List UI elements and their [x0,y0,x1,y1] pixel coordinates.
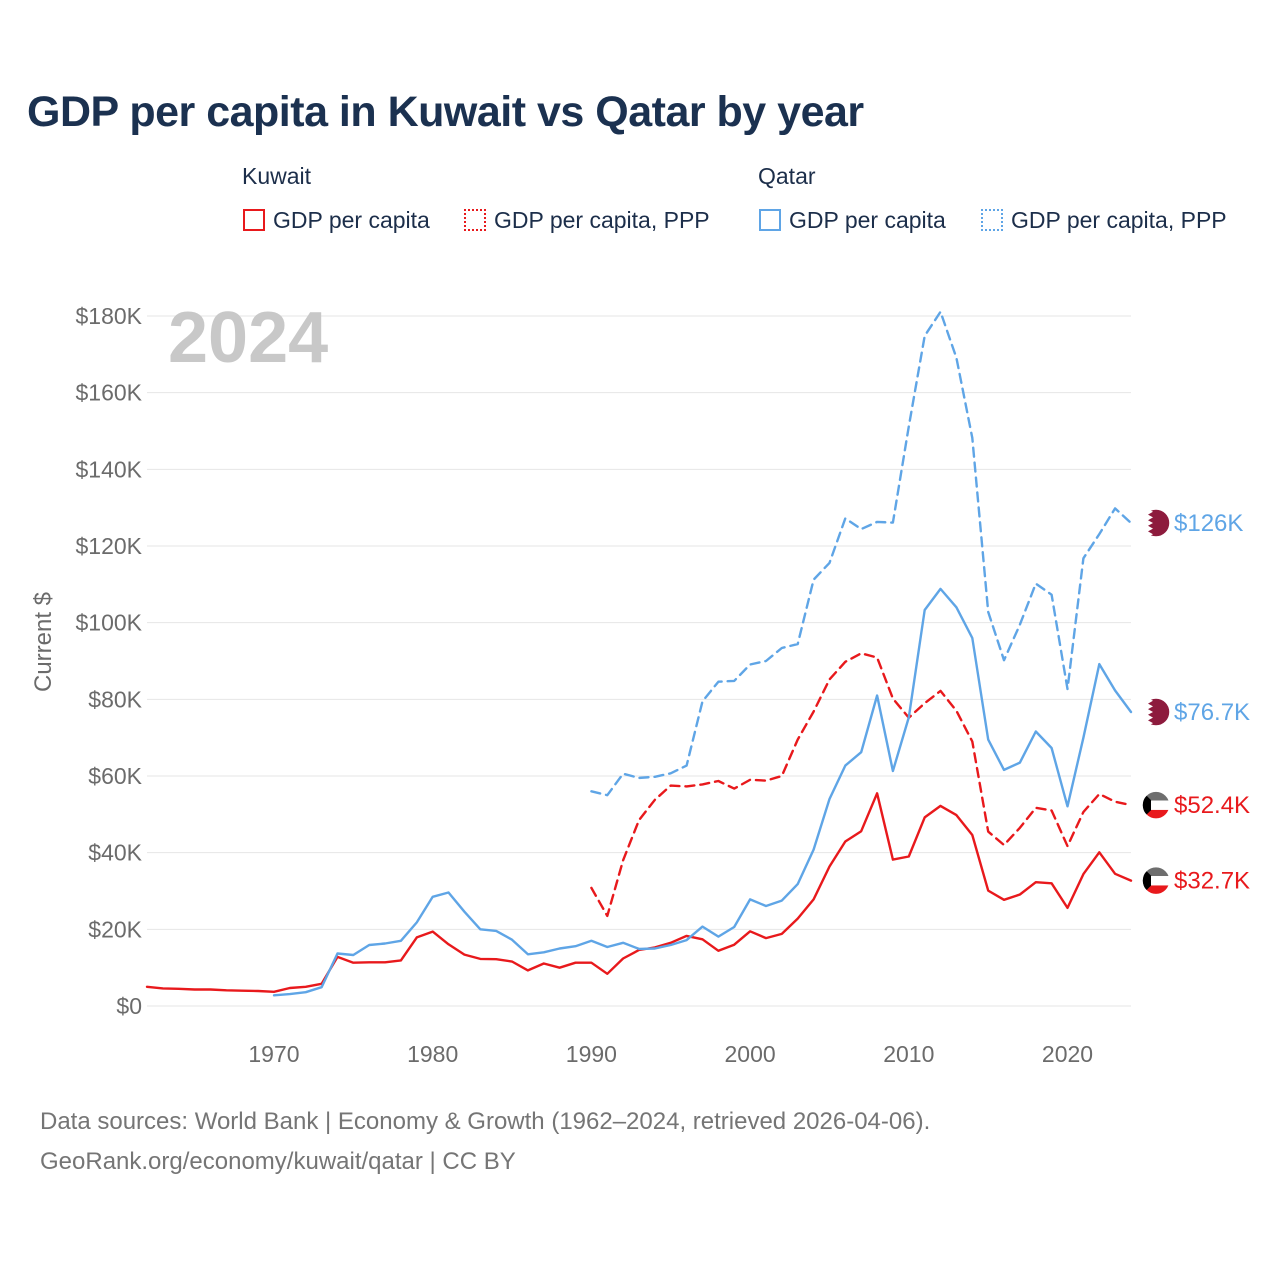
y-tick-label: $180K [75,303,142,329]
legend-swatch-qatar-dashed [981,209,1003,231]
chart-title: GDP per capita in Kuwait vs Qatar by yea… [27,88,864,136]
legend-label-kuwait-gdp: GDP per capita [273,206,430,233]
legend-item-kuwait-ppp[interactable]: GDP per capita, PPP [464,204,710,236]
series-line-kuwait-solid [145,792,1133,993]
x-tick-label: 1970 [248,1041,299,1067]
end-value-label-kuwait-dashed: $52.4K [1174,792,1250,819]
y-axis-title: Current $ [30,592,57,692]
y-tick-label: $100K [75,610,142,636]
legend-label-qatar-gdp: GDP per capita [789,206,946,233]
x-tick-label: 1980 [407,1041,458,1067]
series-line-kuwait-dashed [590,652,1133,918]
end-value-label-qatar-dashed: $126K [1174,510,1243,537]
legend-item-kuwait-gdp[interactable]: GDP per capita [243,204,430,236]
kuwait-flag-icon [1141,865,1171,896]
end-value-label-qatar-solid: $76.7K [1174,699,1250,726]
legend-label-qatar-ppp: GDP per capita, PPP [1011,206,1227,233]
legend-group-kuwait: Kuwait [242,163,312,189]
y-tick-label: $0 [116,993,142,1019]
legend-item-qatar-gdp[interactable]: GDP per capita [759,204,946,236]
y-tick-label: $20K [88,916,142,942]
legend-swatch-kuwait-solid [243,209,265,231]
y-tick-label: $80K [88,686,142,712]
kuwait-flag-icon [1141,790,1171,820]
footer-attribution: GeoRank.org/economy/kuwait/qatar | CC BY [40,1148,516,1175]
legend-item-qatar-ppp[interactable]: GDP per capita, PPP [981,204,1227,236]
y-tick-label: $160K [75,380,142,406]
legend-swatch-qatar-solid [759,209,781,231]
qatar-flag-icon [1141,508,1171,538]
x-tick-label: 2020 [1042,1041,1093,1067]
x-tick-label: 2010 [883,1041,934,1067]
y-tick-label: $120K [75,533,142,559]
y-tick-label: $40K [88,840,142,866]
y-tick-label: $140K [75,456,142,482]
end-value-label-kuwait-solid: $32.7K [1174,868,1250,895]
qatar-flag-icon [1141,697,1171,727]
footer-source: Data sources: World Bank | Economy & Gro… [40,1108,931,1135]
y-tick-label: $60K [88,763,142,789]
year-watermark: 2024 [168,298,328,378]
legend-swatch-kuwait-dashed [464,209,486,231]
legend-label-kuwait-ppp: GDP per capita, PPP [494,206,710,233]
series-line-qatar-solid [272,587,1133,997]
series-line-qatar-dashed [590,310,1133,797]
x-tick-label: 1990 [566,1041,617,1067]
legend-group-qatar: Qatar [758,163,816,189]
x-tick-label: 2000 [725,1041,776,1067]
